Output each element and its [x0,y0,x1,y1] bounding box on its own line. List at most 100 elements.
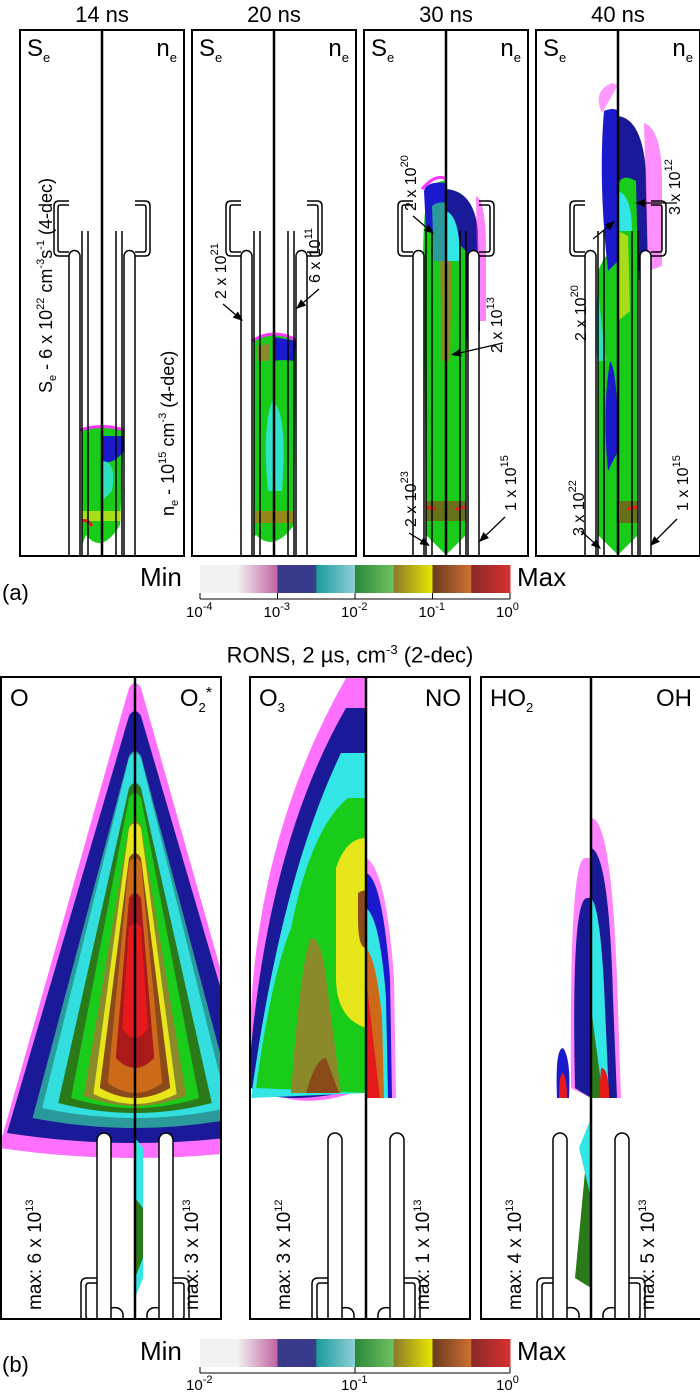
annotation-label: 2 x 1013 [485,297,507,353]
tick-base: 10 [341,1377,358,1394]
panel-a4-time: 40 ns [591,2,645,27]
colorbar-a-tick-label: 10-4 [186,601,212,621]
species-symbol: S [199,35,216,62]
panel-a4-plot [569,31,678,555]
exponent: 15 [499,455,511,468]
part-b-label: (b) [2,1352,29,1377]
colorbar-b-tick-label: 100 [496,1374,519,1394]
electrode-assembly [536,1132,646,1318]
unit: cm [36,268,56,298]
ring-electrode-right [135,200,151,257]
annotation-label: 2 x 1020 [399,155,421,211]
colorbar-a-segment [393,565,433,593]
scale-exp: 22 [35,297,47,310]
panel-a1: Se ne Se - 6 x 1022 cm-3s-1 (4-dec) ne - 10… [19,29,185,557]
exponent: 21 [209,243,221,256]
exponent: 13 [485,297,497,310]
species-symbol: S [27,35,44,62]
species-symbol: NO [425,685,461,712]
species-symbol: n [328,35,342,62]
species-subscript: e [685,50,693,65]
outer-tube-left [552,1132,568,1318]
panel-a1-right-label: ne [156,37,177,65]
ring-electrode-left [80,1277,97,1318]
panel-b2-right-label: NO [425,686,461,714]
panel-b3: HO2 OH max: 4 x 1013 max: 5 x 1013 [480,676,700,1320]
unit2: s [36,249,56,259]
colorbar-a-tick-label: 100 [496,601,519,621]
outer-tube-left [96,1132,112,1318]
species-subscript: e [169,50,177,65]
tick-base: 10 [418,604,436,621]
part-b-title-text2: s, cm [333,642,387,668]
panel-b1-right-label: O2* [179,685,212,715]
panel-b3-right-label: OH [656,686,692,714]
colorbar-a-segment [200,565,240,593]
species-subscript: e [341,50,349,65]
exponent: 12 [663,159,675,172]
mantissa: 2 x 10 [403,167,420,211]
ring-electrode-left [311,1277,328,1318]
panel-a4-left-label: Se [543,37,567,65]
colorbar-b [199,1339,511,1374]
max-exponent: 13 [181,1199,193,1212]
scale-exp: 15 [157,451,169,464]
species-symbol: O [10,685,29,712]
annotation-arrow [460,342,504,354]
sym: n [158,505,178,516]
tick-exponent: -2 [202,1374,213,1386]
panel-a2-right-label: ne [328,35,349,65]
part-b-title-suffix: (2-dec) [397,642,474,668]
ne-scale-label: ne - 1015 cm-3 (4-dec) [157,351,181,516]
mantissa: 3 x 10 [571,492,588,536]
max-exponent: 13 [504,1199,516,1212]
panel-b2-left-label: O3 [259,686,285,715]
panel-a1-time: 14 ns [75,2,129,27]
outer-tube-1 [639,249,652,555]
exponent: 20 [399,155,411,168]
max-text: max: 3 x 10 [182,1211,203,1310]
exponent: 11 [303,227,315,240]
sym: S [36,380,56,393]
annotation-label: 2 x 1020 [569,285,591,341]
arrowhead-icon [451,348,462,357]
panel-b1-plot [2,678,220,1318]
electrode-assembly [311,1132,421,1318]
exponent: 23 [399,471,411,484]
annotation-label: 1 x 1015 [499,455,521,511]
part-b-title: RONS, 2 µs, cm-3 (2-dec) [0,642,700,668]
max-exponent: 13 [412,1199,424,1212]
max-exponent: 12 [273,1199,285,1212]
species-symbol: n [500,35,514,62]
electrode-assembly [80,1132,190,1318]
tick-exponent: -4 [202,601,213,613]
panel-a2-plot [222,31,323,555]
species-subscript: e [559,50,567,65]
arrowhead-icon [590,539,601,549]
scale-text: - 10 [158,463,178,500]
part-b-title-text: RONS, 2 [226,642,321,668]
unit2-exp: -1 [35,240,47,250]
ring-electrode-left [397,200,413,257]
outer-tube-0 [584,249,597,555]
colorbar-b-segment [355,1339,395,1367]
suffix: (4-dec) [158,350,178,413]
panel-a4: Se ne 3 x 1012 2 x 1020 3 x 1022 1 x 1015 [535,29,700,557]
colorbar-a-segment [355,565,395,593]
species-symbol: O [179,685,199,712]
annotation-arrow [580,530,595,543]
annotation-arrow [592,226,608,240]
mantissa: 1 x 10 [675,467,692,511]
colorbar-b-min-label: Min [140,1336,182,1366]
tick-exponent: 0 [512,1374,519,1386]
ring-electrode-right [629,1277,646,1318]
tick-base: 10 [186,1377,203,1394]
panel-b3-max-left: max: 4 x 1013 [504,1200,527,1310]
colorbar-b-segment [277,1339,317,1367]
panel-b3-contours [556,818,621,1288]
ring-electrode-left [225,200,241,257]
annotation-arrow [408,532,422,542]
mantissa: 1 x 10 [503,467,520,511]
outer-tube-right [389,1132,405,1318]
arrowhead-icon [650,536,660,546]
